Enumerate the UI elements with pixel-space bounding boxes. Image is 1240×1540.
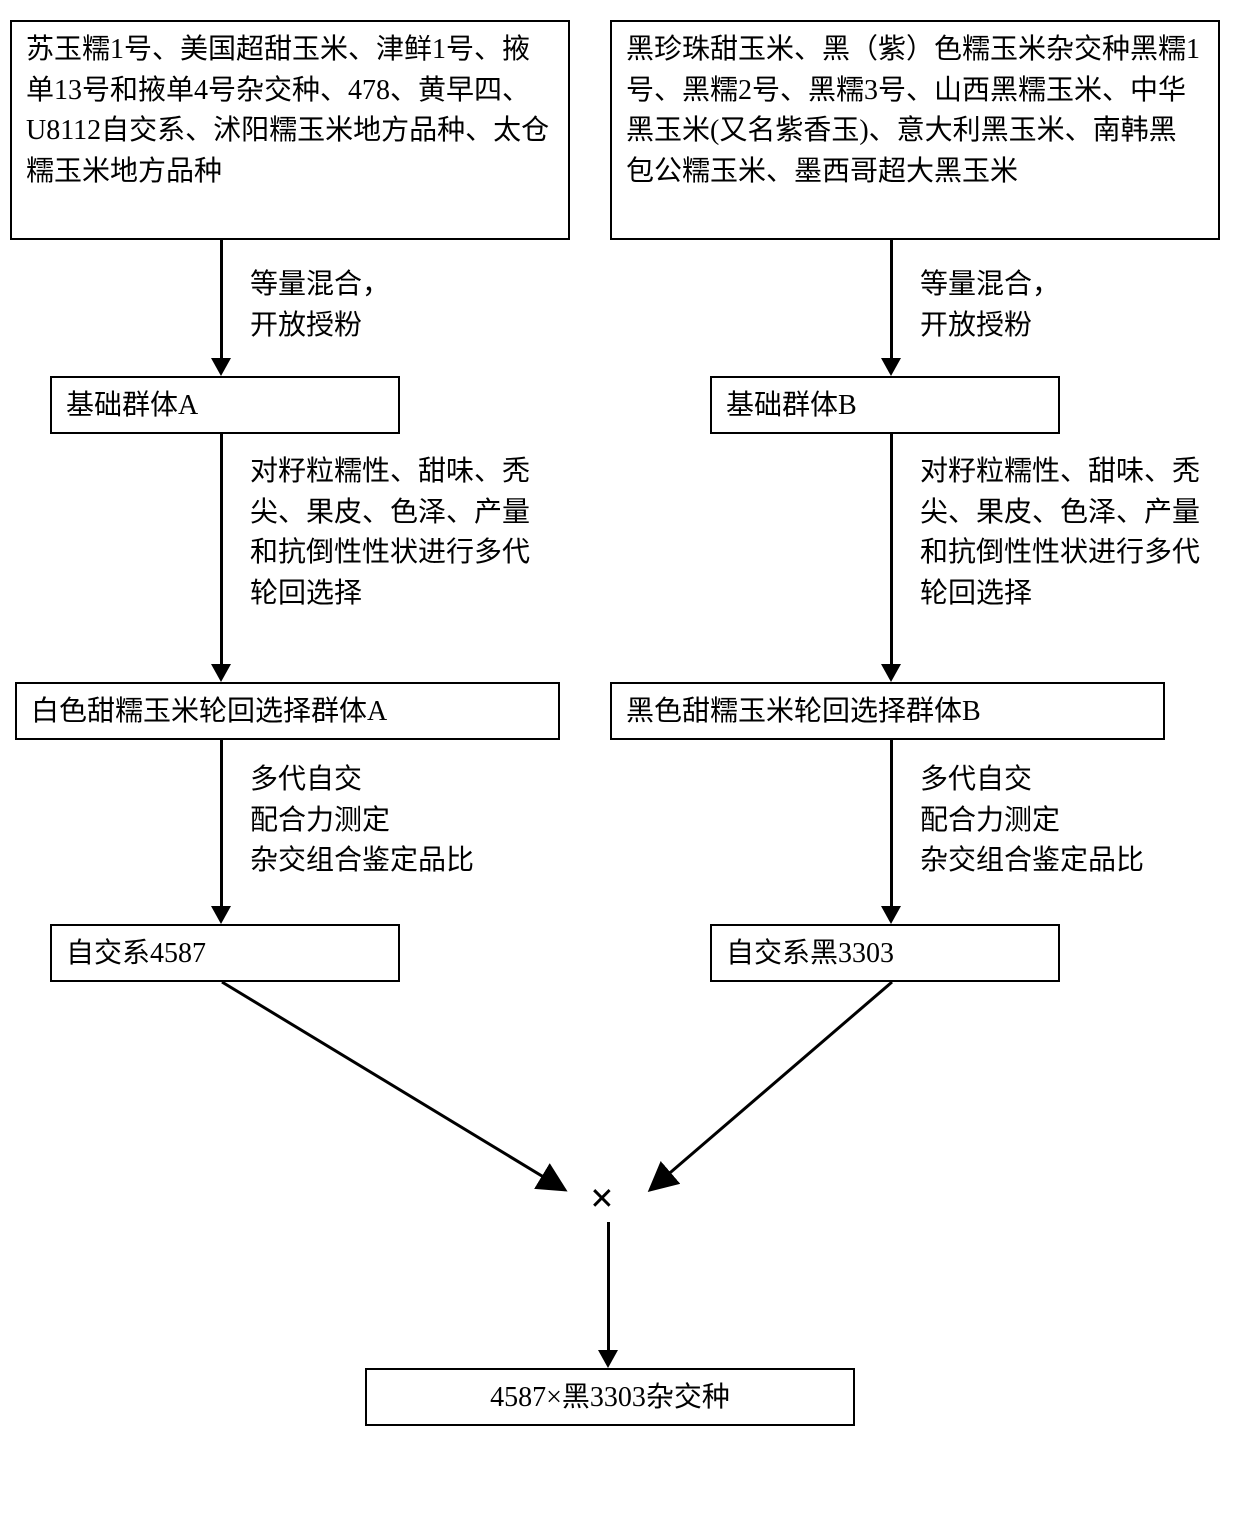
left-source-box: 苏玉糯1号、美国超甜玉米、津鲜1号、掖单13号和掖单4号杂交种、478、黄早四、… xyxy=(10,20,570,240)
arrow-l2-head xyxy=(211,664,231,682)
arrow-final-head xyxy=(598,1350,618,1368)
flowchart-root: 苏玉糯1号、美国超甜玉米、津鲜1号、掖单13号和掖单4号杂交种、478、黄早四、… xyxy=(10,20,1230,1520)
arrow-r3-head xyxy=(881,906,901,924)
right-source-box: 黑珍珠甜玉米、黑（紫）色糯玉米杂交种黑糯1号、黑糯2号、黑糯3号、山西黑糯玉米、… xyxy=(610,20,1220,240)
arrow-r3 xyxy=(890,740,893,908)
arrow-r1 xyxy=(890,240,893,360)
hybrid-box: 4587×黑3303杂交种 xyxy=(365,1368,855,1426)
left-step1-label: 等量混合， 开放授粉 xyxy=(250,265,530,346)
left-base-pop-text: 基础群体A xyxy=(66,390,198,421)
left-selected-pop-box: 白色甜糯玉米轮回选择群体A xyxy=(15,682,560,740)
arrow-l1-head xyxy=(211,358,231,376)
left-inbred-box: 自交系4587 xyxy=(50,924,400,982)
right-inbred-text: 自交系黑3303 xyxy=(726,938,894,969)
left-base-pop-box: 基础群体A xyxy=(50,376,400,434)
left-step3-label: 多代自交 配合力测定 杂交组合鉴定品比 xyxy=(250,760,570,882)
right-source-text: 黑珍珠甜玉米、黑（紫）色糯玉米杂交种黑糯1号、黑糯2号、黑糯3号、山西黑糯玉米、… xyxy=(626,34,1200,187)
arrow-l3 xyxy=(220,740,223,908)
arrow-final xyxy=(607,1222,610,1352)
right-step1-label: 等量混合， 开放授粉 xyxy=(920,265,1200,346)
hybrid-text: 4587×黑3303杂交种 xyxy=(490,1382,730,1413)
right-selected-pop-text: 黑色甜糯玉米轮回选择群体B xyxy=(626,696,981,727)
arrow-l1 xyxy=(220,240,223,360)
arrow-l3-head xyxy=(211,906,231,924)
arrow-l2 xyxy=(220,434,223,666)
right-base-pop-text: 基础群体B xyxy=(726,390,857,421)
right-selected-pop-box: 黑色甜糯玉米轮回选择群体B xyxy=(610,682,1165,740)
arrow-r1-head xyxy=(881,358,901,376)
arrow-r2 xyxy=(890,434,893,666)
right-step3-label: 多代自交 配合力测定 杂交组合鉴定品比 xyxy=(920,760,1240,882)
left-inbred-text: 自交系4587 xyxy=(66,938,206,969)
left-selected-pop-text: 白色甜糯玉米轮回选择群体A xyxy=(31,696,387,727)
right-base-pop-box: 基础群体B xyxy=(710,376,1060,434)
arrow-r2-head xyxy=(881,664,901,682)
right-inbred-box: 自交系黑3303 xyxy=(710,924,1060,982)
right-step2-label: 对籽粒糯性、甜味、秃尖、果皮、色泽、产量和抗倒性性状进行多代轮回选择 xyxy=(920,452,1220,614)
cross-symbol: × xyxy=(590,1175,614,1223)
left-step2-label: 对籽粒糯性、甜味、秃尖、果皮、色泽、产量和抗倒性性状进行多代轮回选择 xyxy=(250,452,550,614)
left-source-text: 苏玉糯1号、美国超甜玉米、津鲜1号、掖单13号和掖单4号杂交种、478、黄早四、… xyxy=(26,34,549,187)
